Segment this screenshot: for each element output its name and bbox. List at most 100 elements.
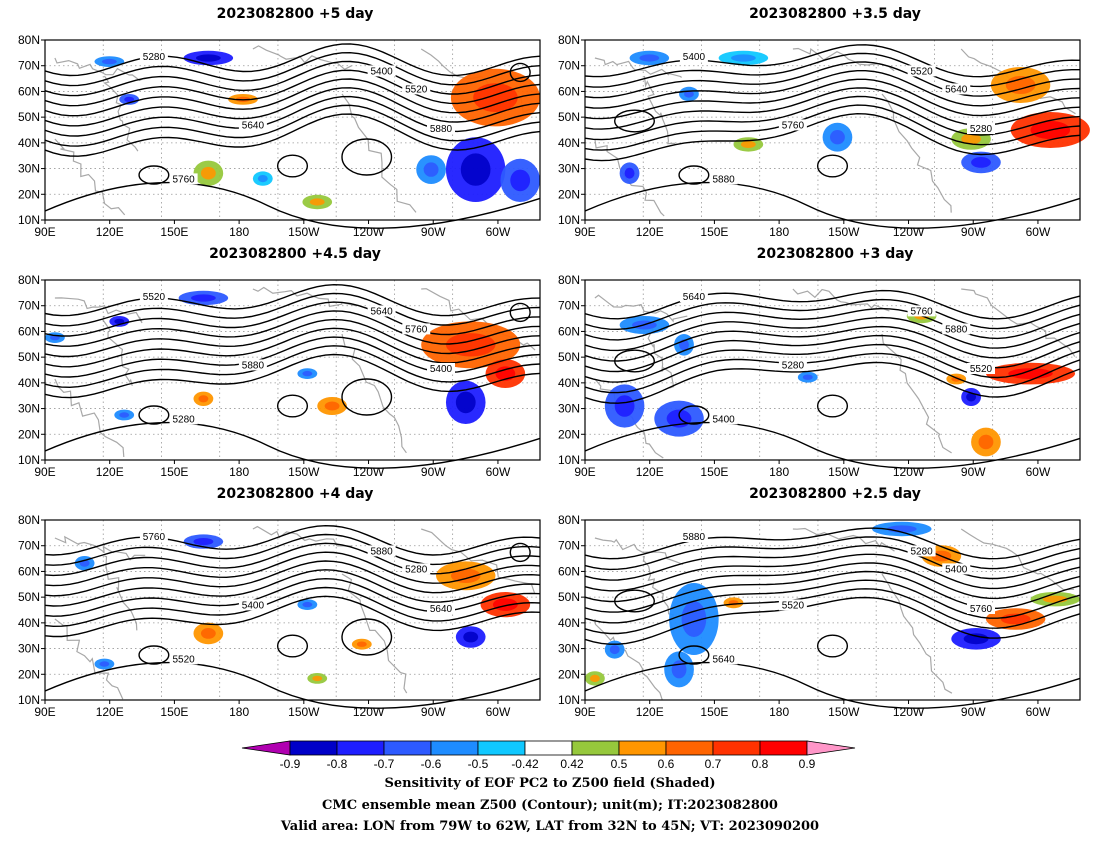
lon-tick-label: 90W bbox=[421, 465, 446, 479]
lat-tick-label: 60N bbox=[558, 564, 580, 578]
z500-contours bbox=[44, 43, 541, 229]
colorbar-tick-label: -0.6 bbox=[420, 757, 442, 771]
lat-tick-label: 30N bbox=[558, 402, 580, 416]
colorbar-tick-label: 0.8 bbox=[751, 757, 769, 771]
map-canvas: 5760 5880 5280 5400 5520 5640 80N 70N 60N 50N 40N 3… bbox=[558, 273, 1081, 479]
lon-tick-label: 150E bbox=[160, 705, 188, 719]
contour-label: 5520 bbox=[970, 364, 993, 375]
caption-line-1: Sensitivity of EOF PC2 to Z500 field (Sh… bbox=[384, 776, 716, 791]
lat-tick-label: 50N bbox=[558, 590, 580, 604]
lon-tick-label: 60W bbox=[1026, 225, 1051, 239]
map-panel-6: 2023082800 +2.5 day 5280 5400 5520 5640 5760… bbox=[540, 480, 1090, 720]
lon-tick-label: 90W bbox=[421, 705, 446, 719]
lon-tick-label: 90E bbox=[574, 225, 595, 239]
lon-tick-label: 120E bbox=[96, 705, 124, 719]
map-panel-2: 2023082800 +3.5 day 5520 5640 5760 5880 5280… bbox=[540, 0, 1090, 240]
lat-tick-label: 50N bbox=[18, 590, 40, 604]
lon-tick-label: 150E bbox=[160, 225, 188, 239]
lat-tick-label: 40N bbox=[558, 136, 580, 150]
colorbar-swatch bbox=[524, 740, 573, 756]
lat-tick-label: 80N bbox=[558, 273, 580, 287]
colorbar-arrow-left bbox=[241, 740, 291, 756]
contour-label: 5880 bbox=[683, 532, 706, 543]
colorbar-arrow-right bbox=[806, 740, 856, 756]
lat-tick-label: 70N bbox=[18, 539, 40, 553]
lon-tick-label: 150E bbox=[700, 465, 728, 479]
map-canvas: 5880 5280 5400 5520 5640 5760 80N 70N 60N 50N 40N 3… bbox=[18, 513, 541, 719]
coastline bbox=[54, 525, 536, 700]
map-panel-3: 2023082800 +4.5 day 5640 5760 5880 5280 5400… bbox=[0, 240, 550, 480]
contour-label: 5760 bbox=[970, 604, 993, 615]
gridlines bbox=[45, 40, 540, 220]
panel-title: 2023082800 +4 day bbox=[216, 486, 374, 502]
lon-tick-label: 90E bbox=[34, 465, 55, 479]
colorbar-tick-label: -0.42 bbox=[511, 757, 539, 771]
lon-tick-label: 90W bbox=[961, 225, 986, 239]
lon-tick-label: 90E bbox=[574, 465, 595, 479]
map-panel-4: 2023082800 +3 day 5760 5880 5280 5400 5520 56… bbox=[540, 240, 1090, 480]
z500-contours bbox=[584, 289, 1081, 469]
caption-line-3: Valid area: LON from 79W to 62W, LAT fro… bbox=[280, 819, 820, 834]
contour-label: 5880 bbox=[370, 546, 393, 557]
lat-tick-label: 20N bbox=[558, 427, 580, 441]
contour-label: 5880 bbox=[945, 324, 968, 335]
map-frame bbox=[584, 519, 1081, 701]
lat-tick-label: 10N bbox=[558, 213, 580, 227]
contour-label: 5280 bbox=[782, 360, 805, 371]
lon-tick-label: 120E bbox=[636, 225, 664, 239]
contour-label: 5280 bbox=[143, 52, 166, 63]
lat-tick-label: 50N bbox=[558, 110, 580, 124]
lat-tick-label: 40N bbox=[18, 376, 40, 390]
contour-label: 5280 bbox=[970, 124, 993, 135]
lat-tick-label: 10N bbox=[558, 693, 580, 707]
lat-tick-label: 40N bbox=[558, 616, 580, 630]
contour-label: 5760 bbox=[143, 532, 166, 543]
contour-label: 5640 bbox=[242, 120, 265, 131]
colorbar-tick-label: 0.9 bbox=[798, 757, 816, 771]
map-canvas: 5520 5640 5760 5880 5280 5400 80N 70N 60N 50N 40N 3… bbox=[558, 33, 1090, 239]
contour-label: 5880 bbox=[242, 360, 265, 371]
lat-tick-label: 50N bbox=[558, 350, 580, 364]
lat-tick-label: 20N bbox=[18, 667, 40, 681]
map-frame bbox=[44, 279, 541, 461]
map-frame bbox=[44, 519, 541, 701]
colorbar-tick-label: -0.8 bbox=[326, 757, 348, 771]
contour-label: 5400 bbox=[945, 564, 968, 575]
map-canvas: 5400 5520 5640 5760 5880 5280 80N 70N 60N 50N 40N 3… bbox=[18, 33, 541, 239]
contour-label: 5760 bbox=[172, 174, 195, 185]
colorbar-tick-label: 0.6 bbox=[657, 757, 675, 771]
colorbar-swatch bbox=[618, 740, 667, 756]
panel-title: 2023082800 +4.5 day bbox=[209, 246, 381, 262]
z500-contours bbox=[584, 527, 1081, 709]
colorbar-swatch bbox=[430, 740, 479, 756]
lon-tick-label: 120W bbox=[353, 225, 385, 239]
lat-tick-label: 30N bbox=[18, 402, 40, 416]
lon-tick-label: 60W bbox=[1026, 705, 1051, 719]
colorbar-swatch bbox=[289, 740, 338, 756]
contour-label: 5400 bbox=[370, 66, 393, 77]
lon-tick-label: 120W bbox=[893, 465, 925, 479]
panel-title: 2023082800 +5 day bbox=[216, 6, 374, 22]
lat-tick-label: 20N bbox=[18, 427, 40, 441]
lat-tick-label: 20N bbox=[18, 187, 40, 201]
lon-tick-label: 150E bbox=[160, 465, 188, 479]
lat-tick-label: 10N bbox=[558, 453, 580, 467]
lat-tick-label: 70N bbox=[558, 299, 580, 313]
lon-tick-label: 150E bbox=[700, 705, 728, 719]
coastline bbox=[54, 286, 536, 458]
lat-tick-label: 10N bbox=[18, 213, 40, 227]
contour-label: 5880 bbox=[712, 174, 735, 185]
contour-label: 5640 bbox=[370, 306, 393, 317]
panel-title: 2023082800 +3.5 day bbox=[749, 6, 921, 22]
lon-tick-label: 180 bbox=[769, 705, 789, 719]
colorbar-swatch bbox=[383, 740, 432, 756]
lon-tick-label: 120W bbox=[893, 225, 925, 239]
colorbar-swatch bbox=[665, 740, 714, 756]
lat-tick-label: 70N bbox=[18, 59, 40, 73]
lat-tick-label: 60N bbox=[18, 84, 40, 98]
lon-tick-label: 90W bbox=[961, 705, 986, 719]
lon-tick-label: 90E bbox=[34, 225, 55, 239]
contour-label: 5640 bbox=[683, 292, 706, 303]
lon-tick-label: 150W bbox=[288, 705, 320, 719]
lon-tick-label: 60W bbox=[486, 225, 511, 239]
